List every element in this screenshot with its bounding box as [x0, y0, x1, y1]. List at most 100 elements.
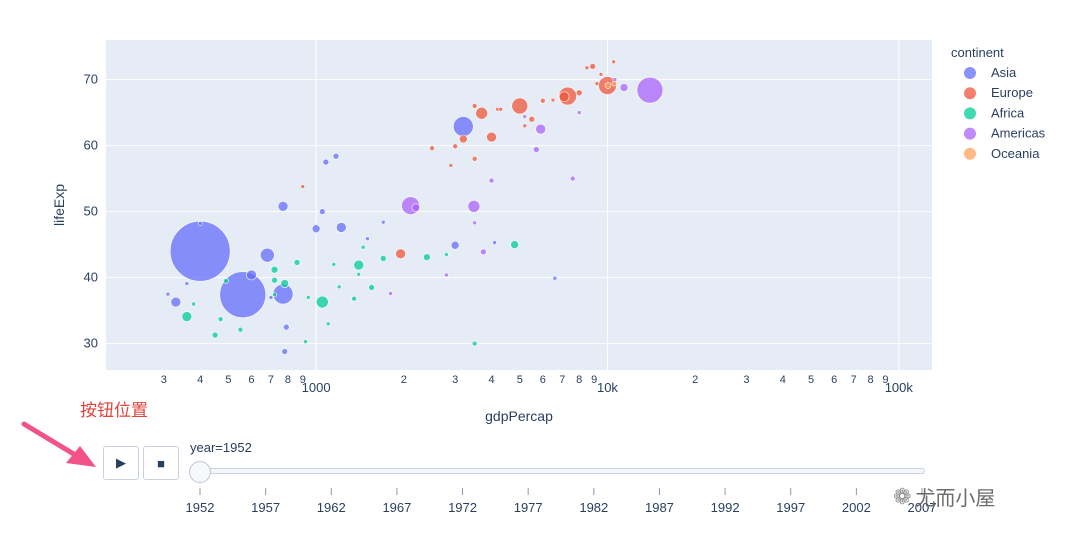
legend-label-africa[interactable]: Africa: [991, 105, 1025, 120]
bubble-africa[interactable]: [379, 255, 387, 262]
bubble-africa[interactable]: [181, 311, 193, 322]
legend-label-asia[interactable]: Asia: [991, 65, 1017, 80]
legend-marker-oceania[interactable]: [964, 147, 976, 160]
bubble-layer[interactable]: [165, 59, 664, 355]
bubble-americas[interactable]: [388, 291, 393, 296]
bubble-americas[interactable]: [619, 83, 629, 92]
legend-marker-asia[interactable]: [964, 67, 976, 79]
bubble-africa[interactable]: [211, 331, 219, 339]
bubble-oceania[interactable]: [604, 82, 612, 89]
slider-year-label[interactable]: 1977: [514, 500, 543, 515]
slider-year-label[interactable]: 1952: [186, 500, 215, 515]
bubble-europe[interactable]: [540, 97, 546, 104]
bubble-europe[interactable]: [511, 97, 529, 115]
bubble-asia[interactable]: [260, 247, 275, 263]
bubble-africa[interactable]: [191, 301, 197, 307]
bubble-africa[interactable]: [423, 253, 431, 261]
bubble-asia[interactable]: [165, 291, 171, 297]
bubble-europe[interactable]: [458, 134, 468, 144]
bubble-asia[interactable]: [219, 271, 267, 319]
bubble-africa[interactable]: [368, 284, 375, 291]
bubble-asia[interactable]: [335, 222, 347, 233]
bubble-africa[interactable]: [280, 279, 289, 288]
legend[interactable]: continent Asia Europe Africa Americas Oceani…: [951, 45, 1046, 161]
bubble-asia[interactable]: [268, 295, 274, 300]
bubble-americas[interactable]: [472, 220, 477, 226]
legend-label-europe[interactable]: Europe: [991, 85, 1033, 100]
bubble-africa[interactable]: [223, 278, 229, 284]
slider-year-label[interactable]: 1967: [382, 500, 411, 515]
slider-year-label[interactable]: 2002: [842, 500, 871, 515]
legend-label-americas[interactable]: Americas: [991, 126, 1046, 141]
bubble-europe[interactable]: [589, 63, 597, 70]
slider-year-label[interactable]: 1972: [448, 500, 477, 515]
bubble-americas[interactable]: [411, 203, 421, 212]
bubble-asia[interactable]: [332, 152, 340, 160]
bubble-americas[interactable]: [576, 110, 582, 115]
legend-marker-americas[interactable]: [964, 127, 976, 140]
stop-button[interactable]: ■: [143, 446, 179, 480]
bubble-americas[interactable]: [444, 272, 449, 278]
legend-marker-europe[interactable]: [964, 87, 976, 100]
slider-year-label[interactable]: 1997: [776, 500, 805, 515]
slider-year-label[interactable]: 2007: [908, 500, 937, 515]
bubble-europe[interactable]: [528, 115, 536, 123]
bubble-asia[interactable]: [450, 240, 460, 250]
bubble-americas[interactable]: [569, 175, 576, 182]
bubble-americas[interactable]: [522, 114, 528, 119]
slider-year-label[interactable]: 1987: [645, 500, 674, 515]
bubble-europe[interactable]: [598, 72, 604, 77]
bubble-europe[interactable]: [486, 131, 497, 143]
bubble-africa[interactable]: [360, 244, 366, 250]
bubble-asia[interactable]: [184, 281, 190, 286]
bubble-africa[interactable]: [351, 295, 357, 302]
bubble-africa[interactable]: [271, 276, 278, 284]
bubble-europe[interactable]: [471, 156, 478, 162]
bubble-americas[interactable]: [535, 123, 547, 135]
bubble-asia[interactable]: [311, 224, 321, 234]
bubble-africa[interactable]: [444, 252, 449, 257]
bubble-europe[interactable]: [471, 103, 478, 109]
bubble-europe[interactable]: [550, 97, 556, 103]
bubble-asia[interactable]: [197, 221, 203, 226]
slider-ticks[interactable]: 1952 1957 1962 1967 1972 1977 1982 1987 1992 1997…: [186, 488, 937, 515]
bubble-europe[interactable]: [558, 91, 570, 103]
slider-year-label[interactable]: 1957: [251, 500, 280, 515]
bubble-americas[interactable]: [612, 77, 618, 82]
bubble-africa[interactable]: [303, 339, 308, 344]
bubble-africa[interactable]: [293, 259, 301, 266]
bubble-europe[interactable]: [452, 143, 458, 150]
bubble-africa[interactable]: [331, 262, 337, 267]
bubble-africa[interactable]: [237, 326, 244, 333]
slider-year-label[interactable]: 1992: [711, 500, 740, 515]
bubble-asia[interactable]: [169, 220, 231, 282]
bubble-asia[interactable]: [380, 219, 386, 225]
bubble-africa[interactable]: [353, 259, 364, 271]
slider-track[interactable]: [199, 468, 925, 474]
bubble-africa[interactable]: [305, 295, 311, 300]
legend-marker-africa[interactable]: [964, 107, 976, 120]
play-button[interactable]: ▶: [103, 446, 139, 480]
bubble-americas[interactable]: [533, 146, 540, 153]
bubble-africa[interactable]: [336, 284, 342, 290]
bubble-europe[interactable]: [429, 145, 435, 152]
bubble-americas[interactable]: [488, 177, 495, 184]
bubble-asia[interactable]: [281, 348, 288, 355]
bubble-asia[interactable]: [452, 116, 474, 137]
bubble-africa[interactable]: [356, 271, 361, 277]
bubble-asia[interactable]: [322, 158, 330, 166]
bubble-africa[interactable]: [272, 292, 277, 298]
bubble-europe[interactable]: [448, 163, 454, 168]
bubble-africa[interactable]: [270, 265, 279, 274]
slider-year-label[interactable]: 1962: [317, 500, 346, 515]
legend-label-oceania[interactable]: Oceania: [991, 146, 1040, 161]
bubble-africa[interactable]: [471, 340, 478, 347]
slider-year-label[interactable]: 1982: [579, 500, 608, 515]
bubble-europe[interactable]: [594, 81, 600, 86]
bubble-europe[interactable]: [498, 107, 503, 112]
bubble-europe[interactable]: [395, 248, 406, 260]
slider-handle[interactable]: [189, 461, 211, 483]
bubble-asia[interactable]: [283, 323, 290, 331]
bubble-asia[interactable]: [246, 269, 257, 281]
bubble-europe[interactable]: [522, 123, 528, 129]
